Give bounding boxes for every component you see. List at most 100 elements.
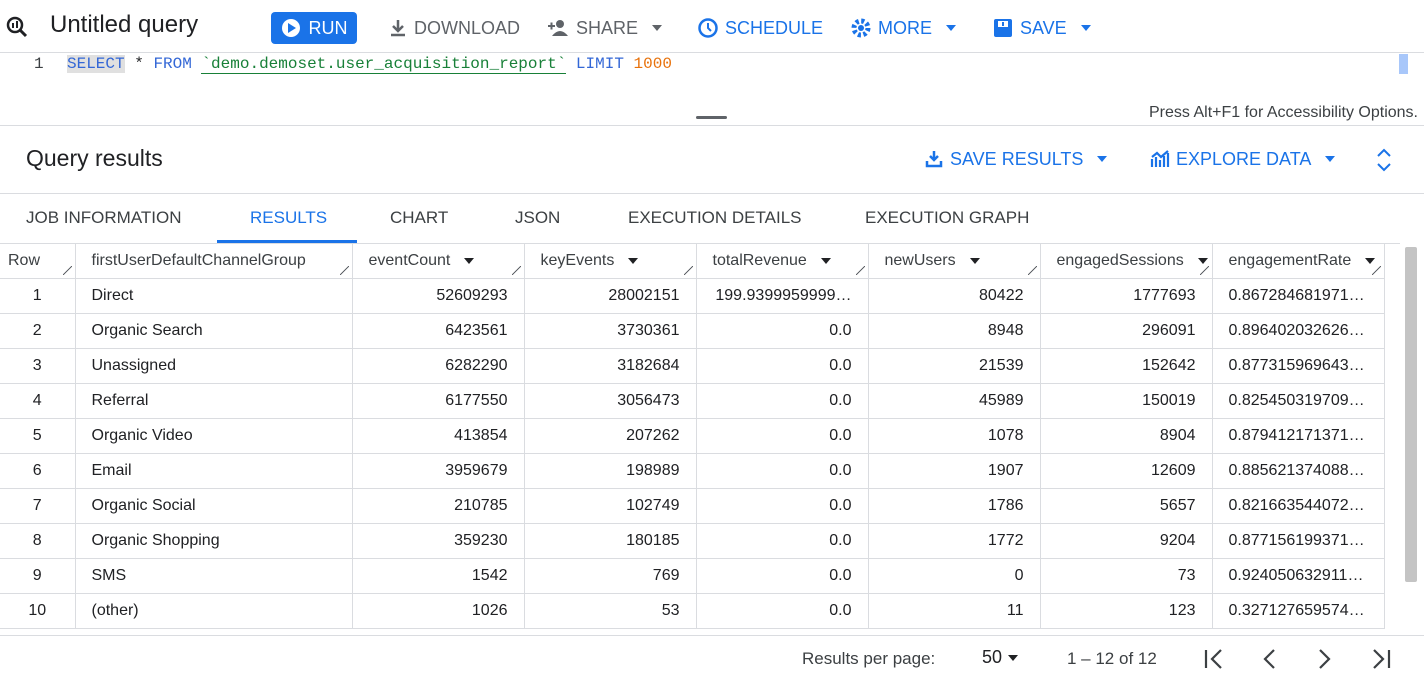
download-button[interactable]: DOWNLOAD <box>388 14 520 42</box>
column-header[interactable]: totalRevenue <box>696 244 869 279</box>
tab[interactable]: CHART <box>390 208 449 227</box>
tab[interactable]: EXECUTION GRAPH <box>865 208 1030 227</box>
divider <box>0 193 1424 194</box>
per-page-select[interactable]: 50 <box>982 647 1019 668</box>
table-cell: 52609293 <box>352 278 525 314</box>
table-cell: 1772 <box>868 523 1041 559</box>
column-resize[interactable] <box>511 266 521 275</box>
sort-caret <box>1365 257 1376 264</box>
column-resize[interactable] <box>855 266 865 275</box>
table-row: 3 Unassigned 6282290 3182684 0.0 21539 152642 0… <box>0 348 1385 384</box>
save-button[interactable]: SAVE <box>992 14 1091 42</box>
sql-line[interactable]: SELECT * FROM `demo.demoset.user_acquisi… <box>67 55 672 74</box>
table-cell: 198989 <box>524 453 697 489</box>
more-icon <box>851 18 871 38</box>
share-icon <box>548 20 568 36</box>
query-title[interactable]: Untitled query <box>50 11 199 38</box>
tab[interactable]: RESULTS <box>250 208 328 227</box>
column-header[interactable]: newUsers <box>868 244 1041 279</box>
table-cell: 0.327127659574… <box>1212 593 1385 629</box>
first-page[interactable] <box>1204 649 1222 669</box>
table-cell: 0.821663544072… <box>1212 488 1385 524</box>
table-cell: 1907 <box>868 453 1041 489</box>
run-button[interactable]: RUN <box>271 12 357 44</box>
column-header[interactable]: engagementRate <box>1212 244 1385 279</box>
table-cell: 0.0 <box>696 523 869 559</box>
column-header[interactable]: engagedSessions <box>1040 244 1213 279</box>
column-resize[interactable] <box>62 266 72 275</box>
table-cell: 3056473 <box>524 383 697 419</box>
save-results-button[interactable]: SAVE RESULTS <box>924 145 1108 173</box>
next-page[interactable] <box>1319 649 1331 669</box>
column-resize[interactable] <box>339 266 349 275</box>
table-row: 6 Email 3959679 198989 0.0 1907 12609 0.8856213… <box>0 453 1385 489</box>
column-resize[interactable] <box>683 266 693 275</box>
sort-caret <box>1197 257 1208 264</box>
table-cell: Organic Social <box>75 488 353 524</box>
sql-operator: * <box>134 55 144 73</box>
schedule-label: SCHEDULE <box>725 17 824 38</box>
column-resize[interactable] <box>1371 266 1381 275</box>
table-row: 1 Direct 52609293 28002151 199.9399959999… 80… <box>0 278 1385 314</box>
sort-caret <box>464 257 475 264</box>
table-cell: 0.867284681971… <box>1212 278 1385 314</box>
table-cell: 0.0 <box>696 453 869 489</box>
table-cell: 21539 <box>868 348 1041 384</box>
table-cell: 0.0 <box>696 558 869 594</box>
table-cell: 6423561 <box>352 313 525 349</box>
prev-page[interactable] <box>1263 649 1275 669</box>
table-cell: 28002151 <box>524 278 697 314</box>
table-cell: 3959679 <box>352 453 525 489</box>
column-header[interactable]: Row <box>0 244 76 279</box>
table-cell: 0.0 <box>696 593 869 629</box>
table-cell: 359230 <box>352 523 525 559</box>
table-cell: 5 <box>0 418 76 454</box>
column-name: Row <box>8 252 41 269</box>
resize-handle[interactable] <box>696 116 727 119</box>
table-cell: 0.877315969643… <box>1212 348 1385 384</box>
tab[interactable]: EXECUTION DETAILS <box>628 208 802 227</box>
table-cell: 53 <box>524 593 697 629</box>
table-cell: 5657 <box>1040 488 1213 524</box>
schedule-button[interactable]: SCHEDULE <box>697 14 823 42</box>
column-resize[interactable] <box>1199 266 1209 275</box>
table-cell: Organic Search <box>75 313 353 349</box>
table-cell: 210785 <box>352 488 525 524</box>
table-scrollbar[interactable] <box>1405 247 1417 582</box>
table-cell: 1078 <box>868 418 1041 454</box>
save-results-icon <box>925 151 943 168</box>
sql-keyword: SELECT <box>67 55 125 73</box>
table-cell: 0.0 <box>696 488 869 524</box>
table-cell: 0.896402032626… <box>1212 313 1385 349</box>
table-cell: 8948 <box>868 313 1041 349</box>
table-cell: 3730361 <box>524 313 697 349</box>
table-cell: 0.885621374088… <box>1212 453 1385 489</box>
column-resize[interactable] <box>1027 266 1037 275</box>
last-page[interactable] <box>1373 649 1391 669</box>
table-row: 10 (other) 1026 53 0.0 11 123 0.327127659574… <box>0 593 1385 629</box>
expand-icon[interactable] <box>1375 148 1393 172</box>
explore-data-button[interactable]: EXPLORE DATA <box>1150 145 1336 173</box>
column-header[interactable]: keyEvents <box>524 244 697 279</box>
save-caret <box>1080 25 1091 31</box>
column-header[interactable]: firstUserDefaultChannelGroup <box>75 244 353 279</box>
table-cell: 80422 <box>868 278 1041 314</box>
tab[interactable]: JOB INFORMATION <box>26 208 182 227</box>
table-cell: 73 <box>1040 558 1213 594</box>
column-name: keyEvents <box>540 252 615 269</box>
column-name: engagedSessions <box>1056 252 1184 269</box>
column-header[interactable]: eventCount <box>352 244 525 279</box>
table-cell: 0 <box>868 558 1041 594</box>
more-button[interactable]: MORE <box>850 14 956 42</box>
save-results-caret <box>1097 156 1108 162</box>
tab[interactable]: JSON <box>515 208 561 227</box>
editor-scroll <box>1399 54 1408 74</box>
table-cell: Email <box>75 453 353 489</box>
table-cell: 8 <box>0 523 76 559</box>
table-cell: 2 <box>0 313 76 349</box>
save-results-label: SAVE RESULTS <box>950 148 1084 169</box>
table-cell: Organic Shopping <box>75 523 353 559</box>
share-button[interactable]: SHARE <box>548 14 663 42</box>
table-row: 8 Organic Shopping 359230 180185 0.0 1772 9204… <box>0 523 1385 559</box>
